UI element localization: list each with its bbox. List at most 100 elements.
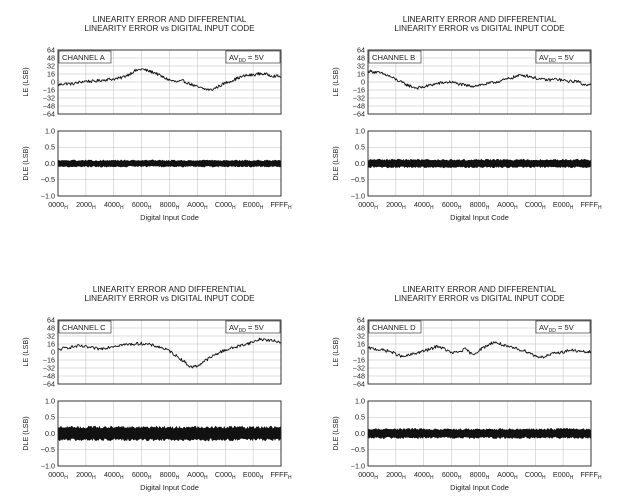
x-tick-labels: 0000H 2000H 4000H 6000H 8000H A000H C000H E000H…	[358, 200, 602, 211]
x-tick-main: 4000	[104, 470, 120, 479]
le-ytick-label: −64	[43, 109, 55, 118]
x-tick-main: A000	[187, 200, 204, 209]
x-tick-main: C000	[525, 200, 542, 209]
x-tick-main: A000	[497, 470, 514, 479]
x-tick-sub: H	[176, 475, 180, 481]
x-tick-sub: H	[598, 475, 602, 481]
x-tick-sub: H	[430, 205, 434, 211]
le-ytick-label: −48	[353, 101, 365, 110]
x-tick-main: 0000	[48, 200, 64, 209]
x-tick-sub: H	[232, 205, 236, 211]
chart-2: LINEARITY ERROR AND DIFFERENTIALLINEARIT…	[331, 15, 602, 222]
dle-ytick-label: 0.0	[45, 429, 55, 438]
x-tick-label: C000H	[215, 200, 236, 211]
le-ytick-label: 64	[47, 45, 55, 54]
supply-prefix: AV	[229, 323, 240, 332]
x-tick-main: 6000	[132, 200, 148, 209]
x-tick-label: 8000H	[470, 470, 490, 481]
le-ytick-label: 48	[47, 53, 55, 62]
x-tick-sub: H	[288, 475, 292, 481]
x-tick-sub: H	[64, 475, 68, 481]
x-tick-label: 2000H	[386, 200, 406, 211]
x-tick-main: A000	[187, 470, 204, 479]
x-tick-sub: H	[232, 475, 236, 481]
le-ytick-label: 48	[357, 53, 365, 62]
supply-sub: DD	[239, 58, 247, 64]
supply-label: AVDD = 5V	[535, 50, 591, 64]
le-ytick-label: −16	[353, 355, 365, 364]
x-tick-main: 8000	[470, 200, 486, 209]
x-tick-main: 6000	[442, 470, 458, 479]
supply-prefix: AV	[539, 53, 550, 62]
channel-label-text: CHANNEL C	[62, 323, 106, 332]
dle-noise-band	[368, 158, 591, 169]
x-tick-sub: H	[542, 205, 546, 211]
le-axis-label: LE (LSB)	[21, 67, 30, 96]
x-tick-sub: H	[204, 205, 208, 211]
x-tick-label: A000H	[187, 200, 208, 211]
supply-sub: DD	[549, 328, 557, 334]
dle-plot-frame	[57, 400, 282, 467]
dle-ytick-label: 0.5	[355, 413, 365, 422]
x-axis-label: Digital Input Code	[450, 483, 509, 492]
le-ytick-label: −64	[43, 379, 55, 388]
x-tick-sub: H	[570, 475, 574, 481]
x-tick-sub: H	[260, 205, 264, 211]
le-ytick-label: −16	[43, 355, 55, 364]
x-tick-label: E000H	[553, 200, 574, 211]
x-tick-main: FFFF	[270, 470, 288, 479]
x-tick-sub: H	[148, 205, 152, 211]
channel-label-box	[368, 320, 422, 334]
le-axis-label: LE (LSB)	[331, 67, 340, 96]
channel-label-box	[58, 320, 112, 334]
dle-axis-label: DLE (LSB)	[21, 416, 30, 450]
dle-panel: 1.0 0.5 0.0 −0.5 −1.0 DLE (LSB)	[331, 396, 592, 470]
x-tick-sub: H	[402, 205, 406, 211]
x-tick-label: 2000H	[386, 470, 406, 481]
chart-title-line-2: LINEARITY ERROR vs DIGITAL INPUT CODE	[394, 294, 565, 303]
chart-title-line-2: LINEARITY ERROR vs DIGITAL INPUT CODE	[394, 24, 565, 33]
le-ytick-label: 16	[47, 339, 55, 348]
dle-ytick-label: −0.5	[41, 445, 55, 454]
x-tick-sub: H	[204, 475, 208, 481]
x-tick-main: E000	[553, 200, 570, 209]
x-tick-label: FFFFH	[270, 470, 292, 481]
x-tick-main: 4000	[414, 470, 430, 479]
le-ytick-label: 48	[47, 323, 55, 332]
le-ytick-label: −48	[43, 371, 55, 380]
supply-label-box	[535, 50, 591, 64]
x-tick-label: 0000H	[48, 470, 68, 481]
x-tick-main: 2000	[76, 470, 92, 479]
le-ytick-label: −64	[353, 379, 365, 388]
x-tick-sub: H	[288, 205, 292, 211]
dle-ytick-label: 0.5	[45, 413, 55, 422]
x-tick-main: 0000	[358, 200, 374, 209]
x-tick-sub: H	[120, 205, 124, 211]
x-tick-main: C000	[525, 470, 542, 479]
le-ytick-label: −48	[353, 371, 365, 380]
x-tick-main: 6000	[132, 470, 148, 479]
x-tick-sub: H	[374, 475, 378, 481]
dle-axis-label: DLE (LSB)	[331, 146, 340, 180]
x-tick-sub: H	[598, 205, 602, 211]
x-tick-sub: H	[458, 475, 462, 481]
x-tick-sub: H	[260, 475, 264, 481]
le-trace-line	[367, 341, 592, 359]
le-ytick-label: 0	[51, 77, 55, 86]
le-ytick-label: −32	[43, 363, 55, 372]
supply-suffix: = 5V	[556, 323, 575, 332]
dle-noise-band	[368, 428, 591, 439]
x-tick-main: 2000	[386, 470, 402, 479]
x-tick-sub: H	[176, 205, 180, 211]
x-tick-sub: H	[430, 475, 434, 481]
channel-label: CHANNEL A	[58, 50, 112, 64]
channel-label: CHANNEL C	[58, 320, 112, 334]
x-tick-label: FFFFH	[580, 470, 602, 481]
x-tick-main: 0000	[48, 470, 64, 479]
x-tick-sub: H	[486, 475, 490, 481]
dle-ytick-label: −1.0	[41, 191, 55, 200]
x-tick-label: A000H	[497, 200, 518, 211]
supply-prefix: AV	[229, 53, 240, 62]
